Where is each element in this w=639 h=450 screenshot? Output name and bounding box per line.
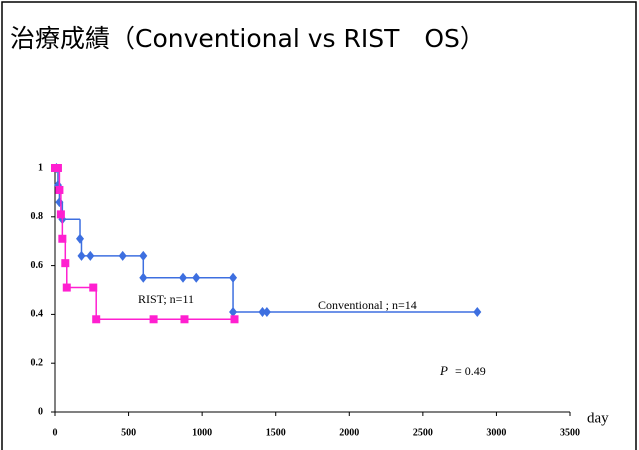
- x-tick-label: 1500: [266, 427, 286, 438]
- x-tick-label: 0: [53, 427, 58, 438]
- marker: [149, 315, 158, 324]
- marker: [76, 233, 85, 244]
- marker: [230, 315, 239, 324]
- marker: [179, 272, 188, 283]
- x-tick-label: 1000: [192, 427, 212, 438]
- marker: [258, 306, 267, 317]
- y-tick-label: 0.8: [31, 211, 44, 222]
- marker: [53, 164, 62, 172]
- x-axis-label: day: [587, 410, 609, 426]
- chart-title: 治療成績（Conventional vs RIST OS）: [10, 24, 485, 53]
- x-tick-label: 3000: [486, 427, 506, 438]
- marker: [62, 283, 71, 292]
- y-tick-label: 1: [38, 162, 43, 173]
- marker: [192, 272, 201, 283]
- marker: [92, 315, 101, 324]
- marker: [139, 250, 148, 261]
- marker: [118, 250, 127, 261]
- series-label: RIST; n=11: [138, 292, 194, 306]
- p-value: = 0.49: [455, 364, 486, 378]
- y-tick-label: 0.4: [31, 309, 44, 320]
- marker: [58, 234, 67, 243]
- y-tick-label: 0.6: [31, 260, 44, 271]
- p-symbol: P: [439, 363, 448, 378]
- marker: [55, 185, 64, 194]
- marker: [89, 283, 98, 292]
- marker: [473, 306, 482, 317]
- marker: [229, 306, 238, 317]
- x-tick-label: 3500: [560, 427, 580, 438]
- marker: [229, 272, 238, 283]
- marker: [86, 250, 95, 261]
- marker: [77, 250, 86, 261]
- y-tick-label: 0.2: [31, 357, 44, 368]
- marker: [180, 315, 189, 324]
- marker: [56, 210, 65, 219]
- x-tick-label: 2000: [339, 427, 359, 438]
- series-label: Conventional ; n=14: [318, 298, 417, 312]
- x-tick-label: 500: [121, 427, 136, 438]
- marker: [61, 259, 70, 268]
- x-tick-label: 2500: [413, 427, 433, 438]
- marker: [262, 306, 271, 317]
- marker: [139, 272, 148, 283]
- y-tick-label: 0: [38, 406, 43, 417]
